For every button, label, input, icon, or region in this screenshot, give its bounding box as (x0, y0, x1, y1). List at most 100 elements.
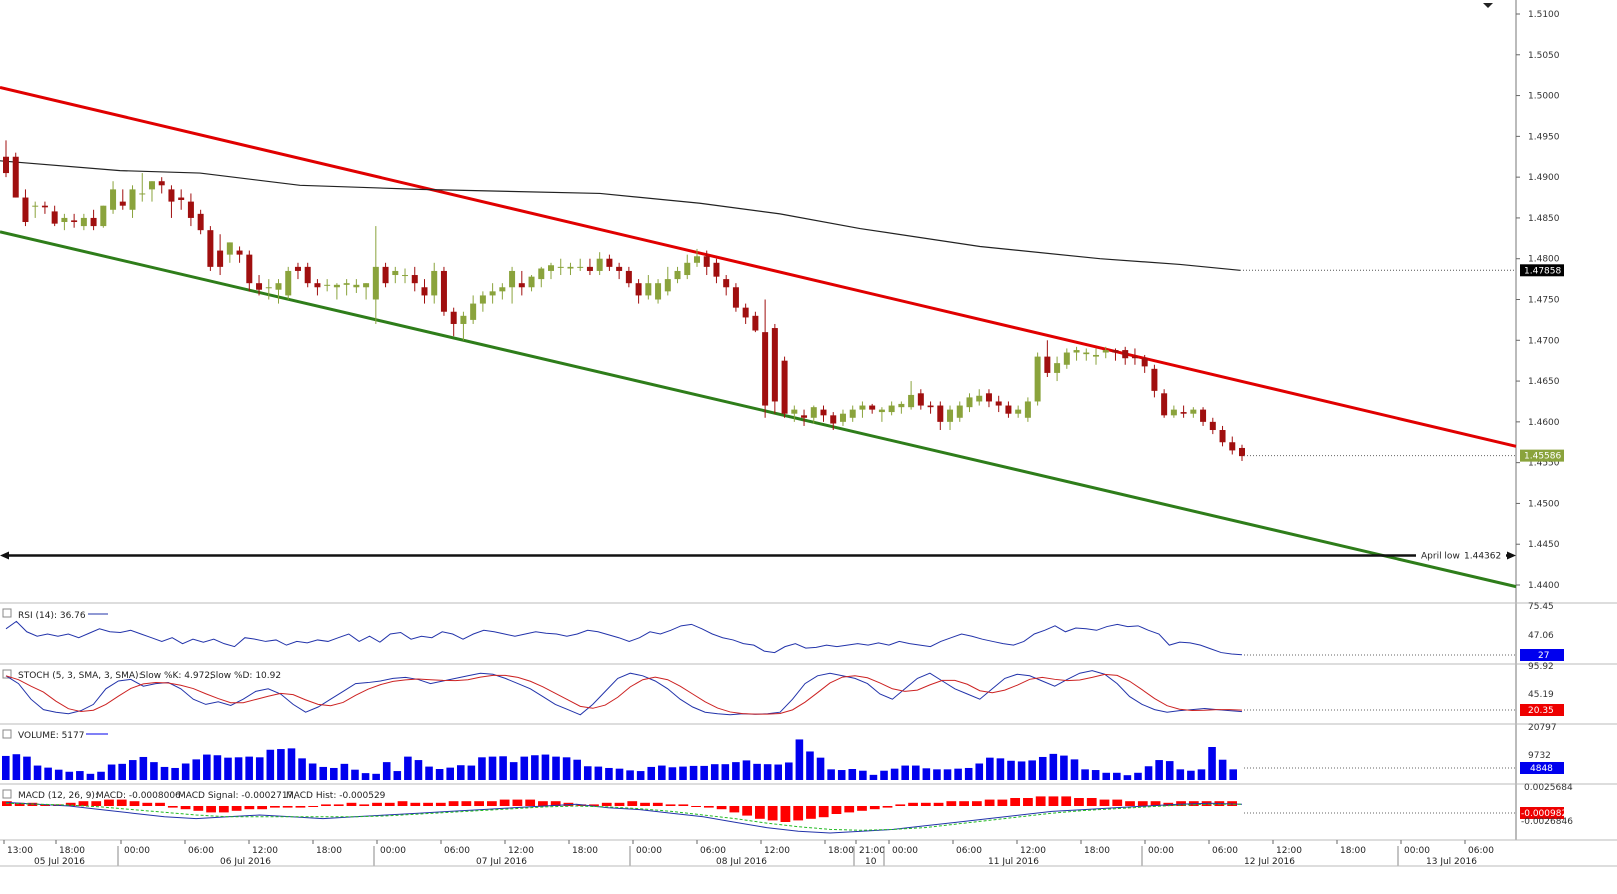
candle-body (655, 283, 662, 300)
volume-bar (901, 765, 909, 780)
candle-body (596, 258, 603, 271)
volume-bar (509, 762, 518, 780)
stoch-last-value: 20.35 (1528, 706, 1554, 716)
volume-tick-label: 20797 (1528, 723, 1557, 733)
candle-body (489, 291, 496, 296)
volume-bar (86, 773, 95, 780)
stoch-last-tag (1520, 704, 1564, 716)
candle-body (119, 201, 126, 206)
macd-hist-bar (321, 804, 331, 806)
volume-bar (340, 763, 349, 780)
price-tick-label: 1.4650 (1528, 377, 1560, 387)
volume-bar (573, 759, 581, 780)
time-tick-label: 13:00 (7, 846, 33, 856)
candle-body (110, 189, 117, 210)
volume-bar (435, 769, 444, 780)
macd-hist-bar (946, 801, 957, 806)
candle-body (801, 415, 808, 418)
candle-body (1034, 356, 1041, 402)
volume-bar (382, 762, 391, 780)
volume-tick-label: 9732 (1528, 751, 1551, 761)
stoch-d-label: Slow %D: 10.92 (210, 671, 281, 681)
volume-bar (774, 764, 783, 780)
date-label: 11 Jul 2016 (988, 857, 1039, 867)
volume-bar (583, 766, 592, 780)
candle-body (995, 401, 1002, 406)
candle-body (61, 217, 68, 223)
candle-body (372, 266, 379, 300)
macd-last-value: -0.0009826 (1521, 809, 1573, 819)
macd-hist-bar (167, 806, 178, 808)
candle-body (1044, 356, 1051, 373)
candle-body (820, 409, 827, 416)
macd-hist-bar (512, 799, 523, 806)
candle-body (859, 405, 866, 410)
volume-bar (128, 760, 137, 780)
volume-bar (393, 771, 402, 780)
time-tick-label: 06:00 (188, 846, 214, 856)
volume-bar (97, 771, 105, 780)
macd-hist-bar (755, 806, 765, 819)
volume-bar (911, 765, 920, 780)
volume-bar (203, 754, 211, 780)
volume-bar (636, 771, 645, 780)
price-tick-label: 1.4550 (1528, 459, 1560, 469)
candle-body (538, 268, 545, 280)
volume-bar (954, 768, 962, 780)
price-tick-label: 1.4900 (1528, 173, 1560, 183)
volume-bar (753, 763, 761, 780)
candle-body (1131, 356, 1138, 359)
macd-hist-bar (678, 804, 689, 806)
volume-bar (1049, 753, 1058, 780)
candle-body (411, 275, 418, 284)
macd-hist-bar (461, 801, 472, 806)
rsi-tick-label: 47.06 (1528, 631, 1554, 641)
volume-bar (806, 751, 814, 780)
volume-bar (372, 773, 380, 780)
volume-pane: VOLUME: 5177 20797 9732 4848 (2, 723, 1564, 780)
macd-last-value-2: -0.0026846 (1521, 817, 1573, 827)
volume-bar (467, 765, 476, 780)
candle-body (781, 360, 788, 414)
volume-bar (837, 770, 846, 780)
volume-label: VOLUME: 5177 (18, 731, 85, 741)
volume-bar (224, 757, 232, 780)
candle-body (382, 266, 389, 284)
macd-hist-bar (423, 802, 433, 806)
candle-body (333, 284, 340, 288)
candle-body (1112, 350, 1119, 353)
macd-hist-bar (703, 806, 714, 808)
macd-hist-bar (818, 806, 829, 818)
macd-toggle-icon (2, 789, 12, 799)
candle-body (742, 307, 749, 318)
stoch-k-label: Slow %K: 4.972, (140, 671, 213, 681)
volume-bar (118, 763, 126, 780)
volume-bar (160, 766, 169, 780)
volume-bar (1070, 759, 1079, 780)
macd-hist-bar (474, 801, 484, 806)
candle-body (1180, 412, 1187, 414)
volume-bar (287, 748, 296, 780)
volume-bar (975, 763, 984, 780)
volume-bar (890, 768, 899, 780)
macd-hist-bar (40, 804, 51, 806)
macd-hist-bar (601, 802, 612, 806)
macd-hist-bar (1112, 799, 1123, 806)
chart-frame (0, 0, 1617, 841)
rsi-tick-label: 75.45 (1528, 602, 1554, 612)
collapse-triangle-icon (1483, 3, 1493, 8)
price-tick-label: 1.5050 (1528, 51, 1560, 61)
time-tick-label: 00:00 (636, 846, 662, 856)
sma-last-value: 1.47858 (1524, 266, 1561, 276)
date-label: 05 Jul 2016 (34, 857, 85, 867)
rsi-toggle-icon (2, 608, 12, 618)
volume-bar (562, 757, 571, 780)
volume-bar (531, 755, 539, 780)
rsi-label: RSI (14): 36.76 (18, 611, 86, 621)
macd-hist-bar (1099, 799, 1110, 806)
volume-bar (308, 763, 317, 780)
candle-body (1093, 354, 1100, 357)
macd-hist-bar (1176, 801, 1186, 806)
candle-body (1063, 352, 1070, 365)
macd-hist-bar (984, 799, 995, 806)
